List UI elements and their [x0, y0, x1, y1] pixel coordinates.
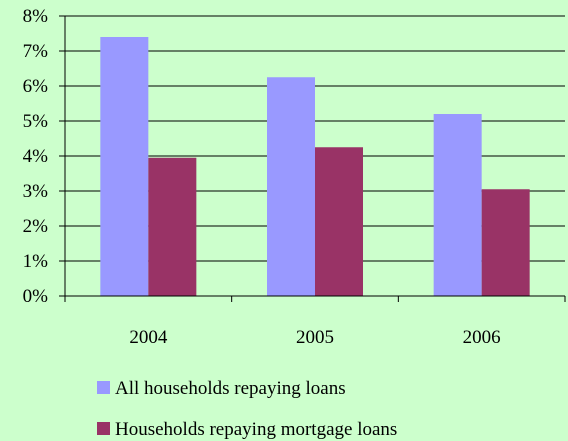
bar: [148, 157, 197, 296]
y-tick-label: 1%: [23, 251, 49, 272]
x-tick-label: 2005: [296, 327, 334, 348]
bar: [267, 77, 315, 296]
legend-swatch: [97, 381, 110, 394]
y-tick-label: 2%: [23, 216, 49, 237]
legend-label: Households repaying mortgage loans: [115, 419, 397, 440]
x-tick-label: 2004: [129, 327, 168, 348]
bar: [433, 114, 482, 296]
legend-label: All households repaying loans: [115, 378, 346, 399]
y-tick-label: 8%: [23, 6, 49, 27]
bar: [315, 147, 363, 296]
x-tick-label: 2006: [463, 327, 501, 348]
y-tick-label: 6%: [23, 76, 49, 97]
y-tick-label: 5%: [23, 111, 49, 132]
legend-swatch: [97, 422, 110, 435]
y-tick-label: 3%: [23, 181, 49, 202]
bar: [481, 189, 530, 296]
y-tick-label: 0%: [23, 286, 49, 307]
y-tick-label: 4%: [23, 146, 49, 167]
y-tick-label: 7%: [23, 41, 49, 62]
bar: [100, 37, 149, 296]
